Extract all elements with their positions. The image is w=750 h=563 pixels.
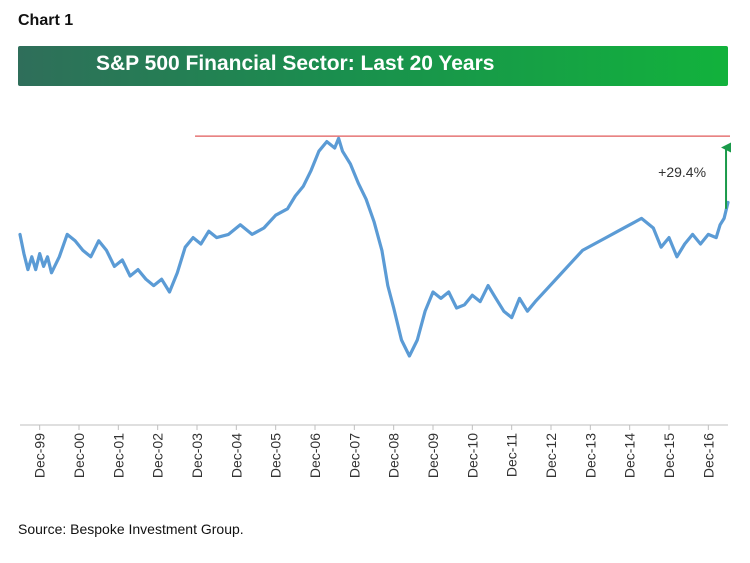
x-tick-label: Dec-09 [425,433,441,478]
chart-title: S&P 500 Financial Sector: Last 20 Years [96,52,495,75]
x-tick-label: Dec-11 [504,433,520,477]
x-tick-label: Dec-10 [464,433,480,478]
x-tick-label: Dec-15 [661,433,677,478]
source-note: Source: Bespoke Investment Group. [18,521,244,537]
x-tick-label: Dec-13 [582,433,598,478]
x-tick-label: Dec-14 [622,433,638,478]
annotation-layer: +29.4% [658,142,732,209]
x-tick-label: Dec-00 [71,433,87,478]
x-tick-label: Dec-04 [228,433,244,478]
x-tick-label: Dec-16 [700,433,716,478]
x-tick-label: Dec-05 [268,433,284,478]
title-banner: S&P 500 Financial Sector: Last 20 Years [18,46,728,86]
x-tick-label: Dec-02 [150,433,166,478]
x-tick-label: Dec-99 [32,433,48,478]
series-layer [18,136,730,358]
x-tick-label: Dec-07 [346,433,362,478]
x-tick-label: Dec-08 [386,433,402,478]
series-line [18,136,730,358]
x-tick-label: Dec-03 [189,433,205,478]
x-axis: Dec-99 Dec-00 Dec-01 Dec-02 Dec-03 Dec-04 Dec-… [20,424,728,478]
x-tick-label: Dec-01 [110,433,126,478]
chart-number-label: Chart 1 [18,12,74,29]
x-tick-label: Dec-12 [543,433,559,478]
x-tick-label: Dec-06 [307,433,323,478]
gain-annotation-label: +29.4% [658,164,706,180]
